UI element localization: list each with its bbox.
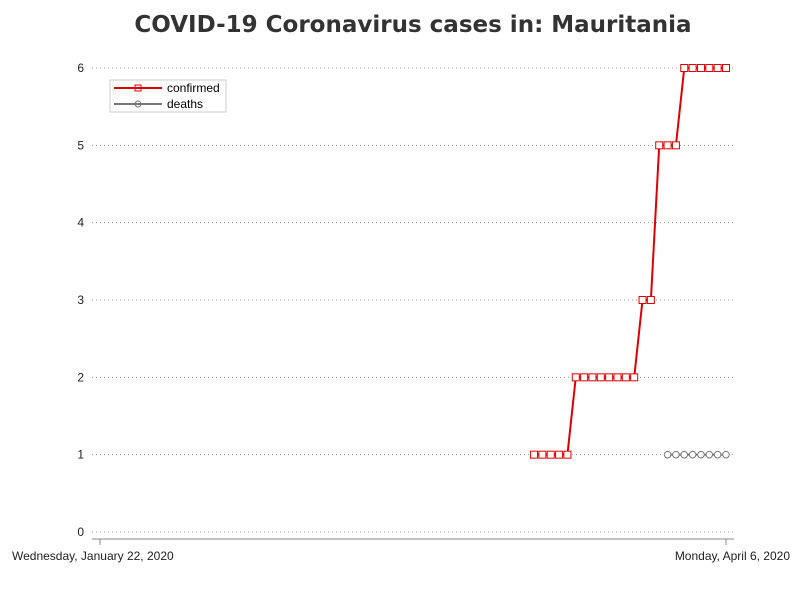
x-tick-label: Wednesday, January 22, 2020 [12, 549, 174, 563]
point-confirmed [696, 64, 705, 72]
y-axis-ticks: 0 1 2 3 4 5 6 [77, 61, 84, 539]
point-confirmed [630, 373, 639, 382]
gridlines [92, 67, 734, 533]
x-axis-ticks: Wednesday, January 22, 2020 Monday, April… [12, 539, 790, 563]
point-confirmed [613, 373, 622, 382]
series-confirmed [530, 64, 730, 459]
point-confirmed [713, 64, 722, 72]
legend-label-deaths: deaths [167, 97, 203, 111]
point-confirmed [621, 373, 630, 382]
point-deaths [688, 450, 697, 459]
point-confirmed [538, 450, 547, 459]
point-confirmed [705, 64, 714, 72]
point-deaths [680, 450, 689, 459]
point-confirmed [546, 450, 555, 459]
y-tick-label: 1 [77, 448, 84, 462]
point-confirmed [655, 141, 664, 150]
series-deaths [663, 450, 730, 459]
y-tick-label: 6 [77, 61, 84, 75]
point-confirmed [605, 373, 614, 382]
point-confirmed [663, 141, 672, 150]
point-confirmed [596, 373, 605, 382]
y-tick-label: 3 [77, 293, 84, 307]
x-tick-label: Monday, April 6, 2020 [675, 549, 791, 563]
point-confirmed [671, 141, 680, 150]
y-tick-label: 5 [77, 138, 84, 152]
point-confirmed [563, 450, 572, 459]
series-layer [530, 64, 730, 459]
point-confirmed [571, 373, 580, 382]
point-confirmed [588, 373, 597, 382]
legend-label-confirmed: confirmed [167, 81, 220, 95]
y-tick-label: 4 [77, 216, 84, 230]
point-deaths [705, 450, 714, 459]
point-confirmed [580, 373, 589, 382]
legend-confirmed-marker [134, 84, 142, 92]
point-confirmed [530, 450, 539, 459]
point-confirmed [555, 450, 564, 459]
legend-deaths-marker [134, 100, 142, 108]
point-deaths [713, 450, 722, 459]
point-deaths [663, 450, 672, 459]
point-confirmed [638, 296, 647, 304]
legend-box [109, 79, 227, 113]
point-confirmed [646, 296, 655, 304]
legend: confirmed deaths [109, 79, 227, 113]
point-confirmed [688, 64, 697, 72]
point-confirmed [722, 64, 730, 72]
chart-title: COVID-19 Coronavirus cases in: Mauritani… [134, 12, 691, 38]
series-line-confirmed [534, 67, 726, 456]
y-tick-label: 2 [77, 370, 84, 384]
point-deaths [722, 450, 730, 459]
point-deaths [672, 450, 680, 459]
y-tick-label: 0 [77, 525, 84, 539]
point-confirmed [680, 64, 689, 72]
point-deaths [697, 450, 705, 459]
